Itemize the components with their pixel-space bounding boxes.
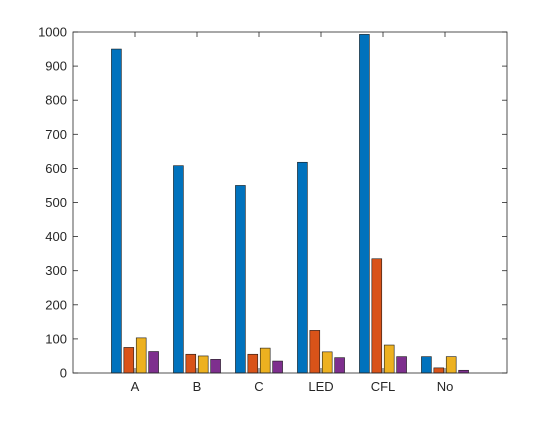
bar-led-series-2 [309,330,321,374]
x-tick-label-led: LED [308,379,333,394]
y-tick-label-400: 400 [45,229,67,244]
bar-a-series-1 [111,48,122,374]
bar-cfl-series-4 [396,356,407,374]
y-tick-label-600: 600 [45,161,67,176]
bar-a-series-4 [148,351,159,374]
plot-frame [72,31,508,374]
y-tick-label-0: 0 [60,366,67,381]
bar-led-series-3 [321,351,333,374]
x-tick-label-a: A [131,379,140,394]
bar-b-series-4 [210,359,221,374]
y-tick-label-1000: 1000 [38,25,67,40]
bar-cfl-series-3 [383,344,395,374]
bar-c-series-4 [272,360,283,374]
y-tick-label-300: 300 [45,263,67,278]
bar-b-series-1 [173,165,184,374]
y-tick-label-900: 900 [45,59,67,74]
bar-c-series-1 [235,185,246,374]
bar-led-series-1 [297,161,308,374]
labels-layer: 0 100 200 300 400 500 600 700 800 900 1000 A B C LED CF… [38,25,453,395]
bar-cfl-series-1 [359,34,370,374]
y-tick-label-800: 800 [45,93,67,108]
bar-c-series-2 [247,353,259,374]
bar-b-series-2 [185,353,197,374]
bar-no-series-1 [421,356,432,374]
bar-a-series-2 [123,347,135,374]
bar-no-series-2 [433,367,445,374]
bar-cfl-series-2 [371,258,383,374]
axes-layer [72,31,508,374]
y-tick-label-200: 200 [45,297,67,312]
y-tick-label-700: 700 [45,127,67,142]
x-tick-label-no: No [437,379,454,394]
bar-b-series-3 [197,355,209,374]
x-tick-label-c: C [254,379,263,394]
bar-no-series-3 [445,356,457,374]
x-tick-label-cfl: CFL [371,379,396,394]
y-tick-label-100: 100 [45,331,67,346]
bar-a-series-3 [135,337,147,374]
y-tick-label-500: 500 [45,195,67,210]
bar-led-series-4 [334,357,345,374]
bar-no-series-4 [458,369,469,374]
bar-c-series-3 [259,347,271,374]
x-tick-label-b: B [193,379,202,394]
bars-layer [111,34,469,374]
